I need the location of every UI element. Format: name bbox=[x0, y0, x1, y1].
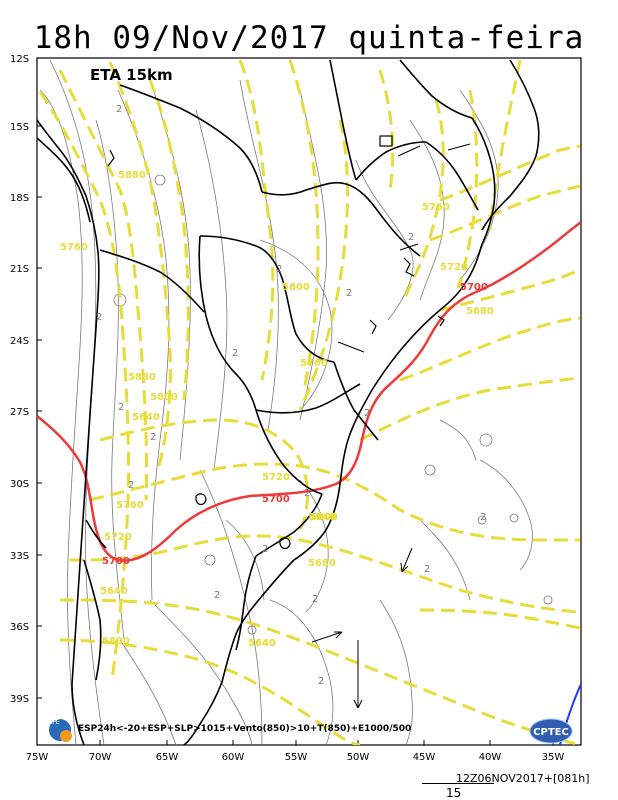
lon-tick-label: 60W bbox=[222, 752, 245, 763]
lon-tick-label: 70W bbox=[89, 752, 112, 763]
lat-tick-label: 30S bbox=[10, 479, 29, 490]
yellow-contour-label: 5720 bbox=[104, 532, 132, 543]
yellow-contour-label: 5640 bbox=[248, 638, 276, 649]
map-title: 18h 09/Nov/2017 quinta-feira bbox=[33, 20, 585, 56]
lon-tick-label: 65W bbox=[156, 752, 179, 763]
thin-contour-label: 2 bbox=[262, 544, 268, 555]
thin-contour-label: 2 bbox=[214, 590, 220, 601]
thin-contour-label: 2 bbox=[318, 676, 324, 687]
yellow-contour-label: 5880 bbox=[128, 372, 156, 383]
lat-tick-label: 39S bbox=[10, 694, 29, 705]
yellow-contour-label: 5800 bbox=[282, 282, 310, 293]
thin-contour-label: 2 bbox=[424, 564, 430, 575]
lat-tick-label: 12S bbox=[10, 54, 29, 65]
thin-contour-label: 2 bbox=[408, 232, 414, 243]
lon-tick-label: 75W bbox=[26, 752, 49, 763]
thin-contour-label: 2 bbox=[304, 488, 310, 499]
scale-bar bbox=[422, 783, 494, 784]
yellow-contour-label: 5680 bbox=[466, 306, 494, 317]
yellow-contour-label: 5640 bbox=[248, 638, 276, 649]
yellow-contour-label: 5800 bbox=[310, 512, 338, 523]
map-frame bbox=[36, 57, 582, 746]
lon-tick-label: 50W bbox=[347, 752, 370, 763]
red-contour-label: 5700 bbox=[262, 494, 290, 505]
yellow-contour-label: 5840 bbox=[308, 512, 336, 523]
thin-contour-label: 2 bbox=[232, 348, 238, 359]
svg-text:CPTEC: CPTEC bbox=[533, 727, 569, 738]
thin-contour-label: 2 bbox=[346, 288, 352, 299]
yellow-contour-label: 5720 bbox=[440, 262, 468, 273]
red-contour-label: 5700 bbox=[102, 556, 130, 567]
yellow-contour-label: 5680 bbox=[308, 558, 336, 569]
thin-contour-label: 2 bbox=[128, 480, 134, 491]
thin-contour-label: 2 bbox=[480, 512, 486, 523]
wind-vectors bbox=[311, 143, 471, 709]
yellow-contour-label: 5800 bbox=[102, 636, 130, 647]
yellow-contour-label: 5760 bbox=[116, 500, 144, 511]
svg-text:INPE: INPE bbox=[46, 719, 60, 726]
yellow-contour-label: 5640 bbox=[132, 412, 160, 423]
thin-contour-label: 2 bbox=[96, 312, 102, 323]
lat-tick-label: 15S bbox=[10, 122, 29, 133]
run-info: 12Z06NOV2017+[081h] bbox=[456, 772, 590, 785]
red-5700-contour bbox=[37, 221, 581, 562]
country-borders bbox=[37, 59, 540, 745]
inpe-logo: INPE bbox=[46, 719, 72, 742]
lon-tick-label: 35W bbox=[542, 752, 565, 763]
yellow-contour-label: 5800 bbox=[150, 392, 178, 403]
thin-contour-label: 2 bbox=[150, 432, 156, 443]
red-contour-label: 5700 bbox=[460, 282, 488, 293]
legend-text: ESP24h<-20+ESP+SLP>1015+Vento(850)>10+T(… bbox=[78, 724, 411, 734]
lat-tick-label: 21S bbox=[10, 264, 29, 275]
lon-tick-label: 45W bbox=[413, 752, 436, 763]
yellow-contour-label: 5760 bbox=[422, 202, 450, 213]
yellow-contour-label: 5640 bbox=[100, 586, 128, 597]
lat-tick-label: 24S bbox=[10, 336, 29, 347]
small-features bbox=[107, 135, 445, 550]
model-label: ETA 15km bbox=[90, 66, 173, 84]
lat-tick-label: 27S bbox=[10, 407, 29, 418]
thin-contour-label: 2 bbox=[276, 264, 282, 275]
yellow-contour-label: 5760 bbox=[60, 242, 88, 253]
lat-tick-label: 33S bbox=[10, 551, 29, 562]
lat-tick-label: 18S bbox=[10, 193, 29, 204]
thin-contour-label: 2 bbox=[312, 594, 318, 605]
lon-tick-label: 40W bbox=[479, 752, 502, 763]
yellow-thickness-contours bbox=[38, 59, 581, 745]
thin-contour-label: 2 bbox=[364, 408, 370, 419]
thin-contour-label: 2 bbox=[118, 402, 124, 413]
thin-contour-label: 2 bbox=[116, 104, 122, 115]
cptec-logo: CPTEC bbox=[529, 718, 573, 744]
yellow-contour-label: 5760 bbox=[300, 358, 328, 369]
lat-tick-label: 36S bbox=[10, 622, 29, 633]
yellow-contour-label: 5720 bbox=[262, 472, 290, 483]
lon-tick-label: 55W bbox=[285, 752, 308, 763]
yellow-contour-label: 5880 bbox=[118, 170, 146, 181]
scale-value: 15 bbox=[446, 786, 462, 800]
